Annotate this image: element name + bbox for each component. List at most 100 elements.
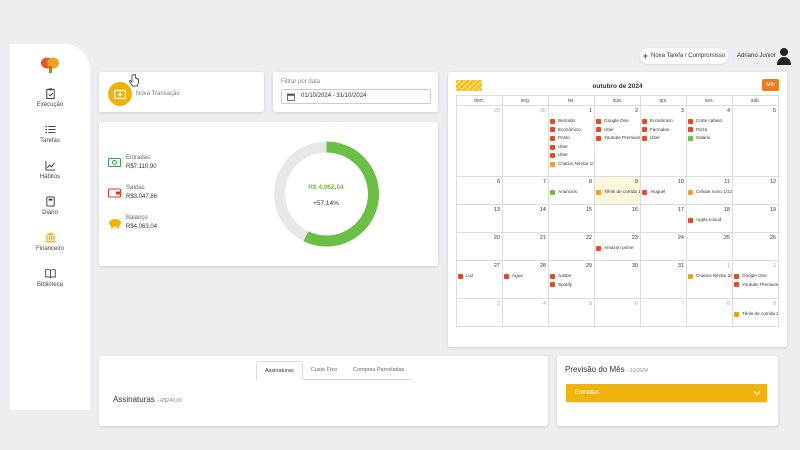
calendar-event[interactable]: Uber [550, 151, 594, 160]
calendar-event[interactable]: Farmalan [642, 126, 686, 135]
calendar-event[interactable]: Posto [550, 134, 594, 143]
calendar-event[interactable]: Criativo Néctar 1/2 [550, 160, 594, 169]
tab-assinaturas[interactable]: Assinaturas [256, 361, 303, 380]
calendar-day[interactable]: 5 [548, 299, 594, 326]
clipboard-icon [45, 88, 55, 99]
calendar-day[interactable]: 1 Criativo Néctar 2/2 [686, 261, 732, 298]
calendar-day[interactable]: 18 Apple Icloud [686, 205, 732, 232]
calendar-day[interactable]: 28 Água [502, 261, 548, 298]
calendar-event[interactable]: Google One [596, 117, 640, 126]
calendar-day[interactable]: 8 [686, 299, 732, 326]
date-range-input[interactable]: 01/10/2024 - 31/10/2024 [281, 89, 431, 104]
calendar-event[interactable]: Luz [458, 272, 502, 281]
calendar-day[interactable]: 5 [732, 106, 778, 176]
calendar-event[interactable]: Amazon prime [596, 244, 640, 253]
calendar-day[interactable]: 23 Amazon prime [594, 233, 640, 260]
wallet-icon[interactable] [108, 82, 132, 106]
calendar-day[interactable]: 7 [502, 177, 548, 204]
sidebar-item-execucao[interactable]: Execução [10, 88, 90, 108]
calendar-event[interactable]: Uber [596, 126, 640, 135]
calendar-event[interactable]: Aluguel [642, 188, 686, 197]
calendar-day[interactable]: 3 Econômico Farmalan Uber [640, 106, 686, 176]
new-transaction-card[interactable]: Nova Transação [99, 72, 264, 112]
month-view-button[interactable]: Mth [762, 79, 779, 91]
calendar-event[interactable]: Tênis de corrida 2/3 [734, 310, 778, 319]
sidebar-item-financeiro[interactable]: Financeiro [10, 232, 90, 252]
calendar-event[interactable]: Anúncios [550, 188, 594, 197]
day-number: 6 [496, 179, 500, 185]
calendar-week: 20 21 22 23 Amazon prime 24 25 26 [456, 233, 779, 261]
calendar-event[interactable]: Econômico [642, 117, 686, 126]
calendar-event[interactable]: Econômico [550, 126, 594, 135]
sidebar-item-tarefas[interactable]: Tarefas [10, 124, 90, 144]
calendar-event[interactable]: Celular novo 1/12 [688, 188, 732, 197]
calendar-event[interactable]: Pizza [688, 126, 732, 135]
calendar-event[interactable]: Bertoldo [550, 117, 594, 126]
calendar-event[interactable]: Apple Icloud [688, 216, 732, 225]
calendar-day[interactable]: 20 [457, 233, 502, 260]
calendar-event[interactable]: Água [504, 272, 548, 281]
calendar-day[interactable]: 16 [594, 205, 640, 232]
day-number: 2 [772, 263, 776, 269]
calendar-day[interactable]: 9 Tênis de corrida 2/3 [732, 299, 778, 326]
calendar-day[interactable]: 7 [640, 299, 686, 326]
new-task-button[interactable]: + Nova Tarefa / Compromisso [640, 48, 728, 64]
calendar-day[interactable]: 10 Aluguel [640, 177, 686, 204]
calendar-day[interactable]: 30 [502, 106, 548, 176]
calendar-day[interactable]: 6 [594, 299, 640, 326]
calendar-day[interactable]: 29 [457, 106, 502, 176]
calendar-day[interactable]: 25 [686, 233, 732, 260]
calendar-day[interactable]: 30 [594, 261, 640, 298]
calendar-event[interactable]: Criativo Néctar 2/2 [688, 272, 732, 281]
event-color-dot [458, 273, 463, 279]
calendar-event[interactable]: Corte cabelo [688, 117, 732, 126]
calendar-event[interactable]: Tênis de corrida 1/3 [596, 188, 640, 197]
calendar-day[interactable]: 19 [732, 205, 778, 232]
calendar-day[interactable]: 13 [457, 205, 502, 232]
day-number: 24 [677, 235, 684, 241]
calendar-day[interactable]: 12 [732, 177, 778, 204]
calendar-day[interactable]: 3 [457, 299, 502, 326]
calendar-event[interactable]: Salário [688, 134, 732, 143]
calendar-day[interactable]: 2 Google One Youtube Premium [732, 261, 778, 298]
calendar-day-today[interactable]: 9 Tênis de corrida 1/3 [594, 177, 640, 204]
tab-compras-parceladas[interactable]: Compras Parceladas [345, 361, 413, 380]
calendar-nav-handle[interactable] [456, 80, 482, 91]
calendar-event[interactable]: Spotify [550, 281, 594, 290]
calendar-event[interactable]: Google One [734, 272, 778, 281]
calendar-day[interactable]: 27 Luz [457, 261, 502, 298]
sidebar-item-diario[interactable]: Diário [10, 196, 90, 216]
calendar-day[interactable]: 22 [548, 233, 594, 260]
calendar-day[interactable]: 8 Anúncios [548, 177, 594, 204]
calendar-day[interactable]: 4 [502, 299, 548, 326]
calendar-day[interactable]: 14 [502, 205, 548, 232]
tab-custo-fixo[interactable]: Custo Fixo [302, 361, 346, 380]
calendar-event[interactable]: Adobe [550, 272, 594, 281]
calendar-day[interactable]: 6 [457, 177, 502, 204]
calendar-day[interactable]: 1 Bertoldo Econômico Posto Uber Uber Criativo … [548, 106, 594, 176]
expense-tabs: Assinaturas Custo Fixo Compras Parcelada… [256, 361, 413, 380]
calendar-event[interactable]: Uber [550, 143, 594, 152]
forecast-entradas-accordion[interactable]: Entradas [566, 384, 767, 402]
calendar-day[interactable]: 2 Google One Uber Youtube Premium [594, 106, 640, 176]
sidebar-item-biblioteca[interactable]: Biblioteca [10, 268, 90, 288]
calendar-day[interactable]: 17 [640, 205, 686, 232]
user-avatar-icon[interactable] [777, 47, 791, 65]
event-color-dot [688, 189, 693, 195]
calendar-event[interactable]: Uber [642, 134, 686, 143]
calendar-day[interactable]: 11 Celular novo 1/12 [686, 177, 732, 204]
calendar-day[interactable]: 31 [640, 261, 686, 298]
calendar-event[interactable]: Youtube Premium [734, 281, 778, 290]
sidebar-item-habitos[interactable]: Hábitos [10, 160, 90, 180]
calendar-day[interactable]: 21 [502, 233, 548, 260]
event-color-dot [642, 127, 647, 133]
calendar-event[interactable]: Youtube Premium [596, 134, 640, 143]
calendar-day[interactable]: 4 Corte cabelo Pizza Salário [686, 106, 732, 176]
day-number: 4 [542, 301, 546, 307]
calendar-day[interactable]: 26 [732, 233, 778, 260]
balanco-value: R$4.063,04 [126, 224, 158, 230]
calendar-day[interactable]: 29 Adobe Spotify [548, 261, 594, 298]
calendar-day[interactable]: 24 [640, 233, 686, 260]
event-label: Spotify [558, 281, 573, 287]
calendar-day[interactable]: 15 [548, 205, 594, 232]
